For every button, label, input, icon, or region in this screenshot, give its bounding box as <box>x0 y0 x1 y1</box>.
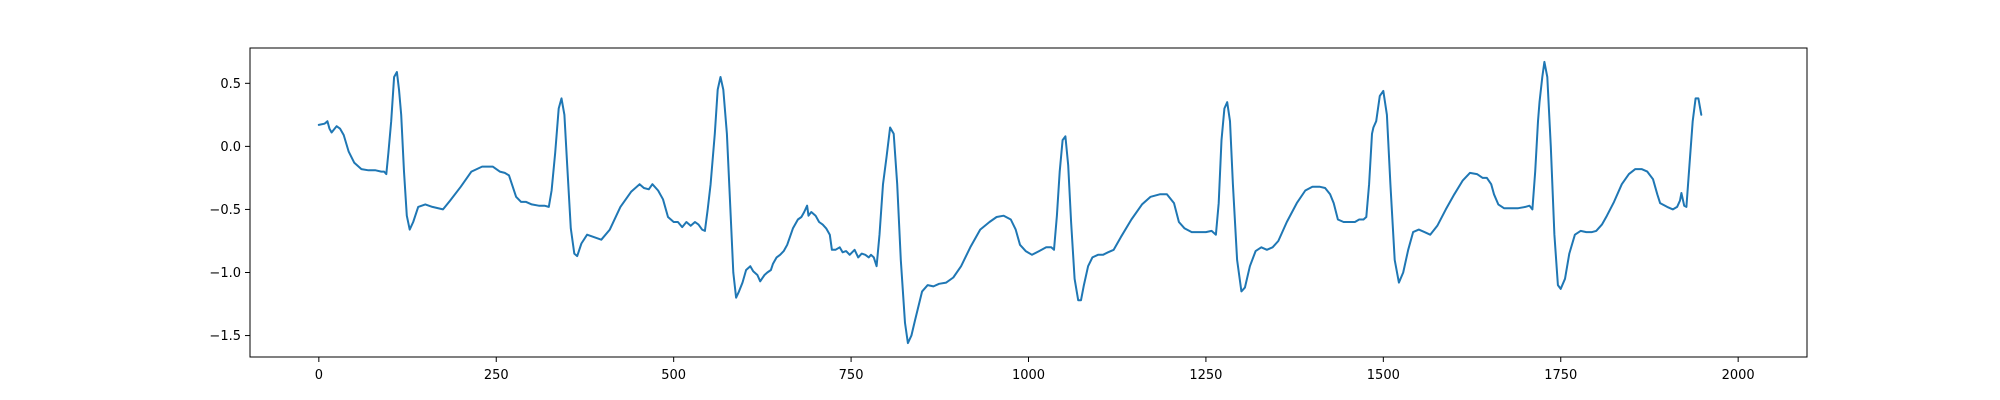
plot-frame <box>249 47 1808 358</box>
x-tick-label: 0 <box>315 368 323 383</box>
x-tick-label: 500 <box>661 368 686 383</box>
y-axis-ticks: −1.5 −1.0 −0.5 0.0 0.5 <box>209 77 250 344</box>
x-axis-ticks: 0 250 500 750 1000 1250 1500 1750 2000 <box>315 357 1755 383</box>
y-tick-label: 0.5 <box>220 77 241 92</box>
x-tick-label: 1000 <box>1012 368 1045 383</box>
x-tick-label: 1500 <box>1367 368 1400 383</box>
y-tick-label: −1.5 <box>209 329 241 344</box>
x-tick-label: 2000 <box>1722 368 1755 383</box>
x-tick-label: 1750 <box>1544 368 1577 383</box>
y-tick-label: 0.0 <box>220 140 241 155</box>
x-tick-label: 250 <box>484 368 509 383</box>
x-tick-label: 750 <box>839 368 864 383</box>
y-tick-label: −1.0 <box>209 266 241 281</box>
plot-area <box>317 60 1703 345</box>
x-tick-label: 1250 <box>1189 368 1222 383</box>
series-line <box>317 60 1703 345</box>
y-tick-label: −0.5 <box>209 203 241 218</box>
